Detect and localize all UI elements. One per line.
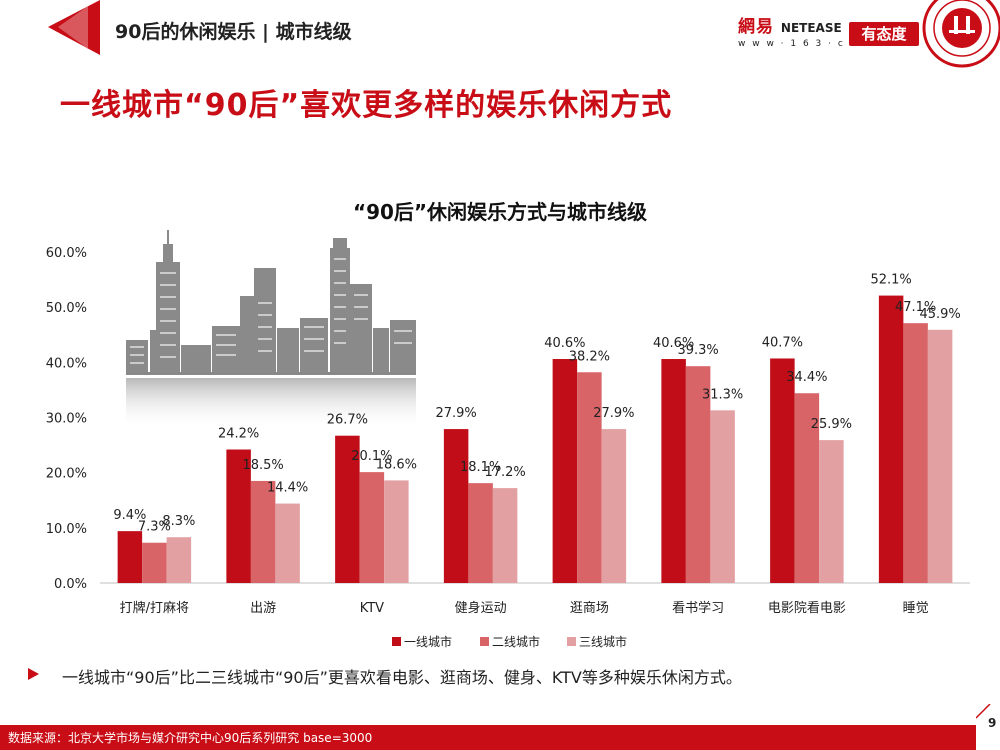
bar xyxy=(601,429,627,583)
peking-university-seal-icon xyxy=(922,0,1000,68)
x-tick-label: KTV xyxy=(360,601,384,616)
data-label: 52.1% xyxy=(870,273,911,288)
youtaidu-logo: 有态度 xyxy=(849,22,919,46)
bar xyxy=(250,480,276,583)
x-tick-label: 睡觉 xyxy=(903,601,929,616)
x-tick-label: 打牌/打麻将 xyxy=(120,600,189,616)
bar xyxy=(226,449,251,583)
data-label: 34.4% xyxy=(786,370,827,385)
data-label: 14.4% xyxy=(267,481,308,496)
bar xyxy=(384,480,409,583)
bar xyxy=(794,393,820,583)
main-title: 一线城市“90后”喜欢更多样的娱乐休闲方式 xyxy=(60,88,673,123)
bar xyxy=(661,359,686,583)
y-tick-label: 20.0% xyxy=(46,467,87,482)
chart-title: “90后”休闲娱乐方式与城市线级 xyxy=(352,200,648,224)
data-label: 45.9% xyxy=(919,307,960,322)
bar xyxy=(142,542,167,583)
bar xyxy=(685,366,711,583)
data-label: 47.1% xyxy=(895,300,936,315)
bar xyxy=(166,537,192,583)
data-label: 20.1% xyxy=(351,449,392,464)
bar xyxy=(275,503,300,583)
netease-logo-url: w w w · 1 6 3 · c o m xyxy=(738,39,873,49)
bar xyxy=(443,429,469,583)
data-label: 27.9% xyxy=(593,406,634,421)
bar xyxy=(552,359,578,583)
data-label: 7.3% xyxy=(138,520,171,535)
bar xyxy=(335,435,360,583)
header-arrow-icon xyxy=(48,0,100,55)
bar-chart: 0.0% 10.0% 20.0% 30.0% 40.0% 50.0% 60.0% 打牌/打麻将… xyxy=(46,230,970,649)
bar xyxy=(359,472,385,583)
city-skyline-illustration xyxy=(126,230,416,430)
y-tick-label: 40.0% xyxy=(46,356,87,371)
legend-label: 三线城市 xyxy=(579,634,627,649)
netease-logo-cn: 網易 xyxy=(738,17,774,37)
x-tick-label: 逛商场 xyxy=(570,601,609,616)
page-number: 9 xyxy=(988,716,997,730)
y-tick-label: 0.0% xyxy=(54,577,87,592)
x-tick-label: 出游 xyxy=(250,601,276,616)
bar xyxy=(819,440,844,583)
data-label: 9.4% xyxy=(113,508,146,523)
y-tick-label: 50.0% xyxy=(46,301,87,316)
data-label: 39.3% xyxy=(677,343,718,358)
bar xyxy=(903,323,928,583)
y-tick-label: 10.0% xyxy=(46,522,87,537)
data-label: 25.9% xyxy=(811,417,852,432)
legend-swatch xyxy=(567,637,576,646)
y-tick-label: 60.0% xyxy=(46,246,87,261)
data-label: 38.2% xyxy=(569,349,610,364)
data-label: 26.7% xyxy=(327,413,368,428)
legend-swatch xyxy=(480,637,489,646)
page-number-tab xyxy=(976,704,1000,750)
data-label: 8.3% xyxy=(162,514,195,529)
x-tick-label: 健身运动 xyxy=(455,600,507,616)
bar xyxy=(468,483,493,583)
netease-logo: 網易 NETEASE w w w · 1 6 3 · c o m xyxy=(738,12,873,49)
data-label: 18.6% xyxy=(376,457,417,472)
bar xyxy=(927,329,953,583)
bullet-arrow-icon xyxy=(28,668,39,680)
data-label: 18.5% xyxy=(242,458,283,473)
bar xyxy=(492,488,518,583)
bar xyxy=(710,410,735,583)
section-title: 90后的休闲娱乐 | 城市线级 xyxy=(115,21,352,43)
data-source: 数据来源：北京大学市场与媒介研究中心90后系列研究 base=3000 xyxy=(8,731,373,745)
x-tick-label: 电影院看电影 xyxy=(768,600,846,616)
x-tick-label: 看书学习 xyxy=(672,600,724,616)
y-tick-label: 30.0% xyxy=(46,412,87,427)
bar xyxy=(117,531,143,583)
data-label: 31.3% xyxy=(702,387,743,402)
netease-logo-en: NETEASE xyxy=(780,21,842,35)
data-label: 18.1% xyxy=(460,460,501,475)
bar xyxy=(770,358,795,583)
data-label: 17.2% xyxy=(484,465,525,480)
legend-label: 一线城市 xyxy=(404,634,452,649)
data-label: 40.7% xyxy=(762,335,803,350)
data-label: 40.6% xyxy=(544,336,585,351)
data-label: 40.6% xyxy=(653,336,694,351)
data-label: 27.9% xyxy=(435,406,476,421)
bar xyxy=(878,295,904,583)
legend-label: 二线城市 xyxy=(492,634,540,649)
bar xyxy=(577,372,602,583)
insight-note: 一线城市“90后”比二三线城市“90后”更喜欢看电影、逛商场、健身、KTV等多种… xyxy=(62,668,742,687)
footer-bar xyxy=(0,725,1000,750)
data-label: 24.2% xyxy=(218,426,259,441)
legend-swatch xyxy=(392,637,401,646)
